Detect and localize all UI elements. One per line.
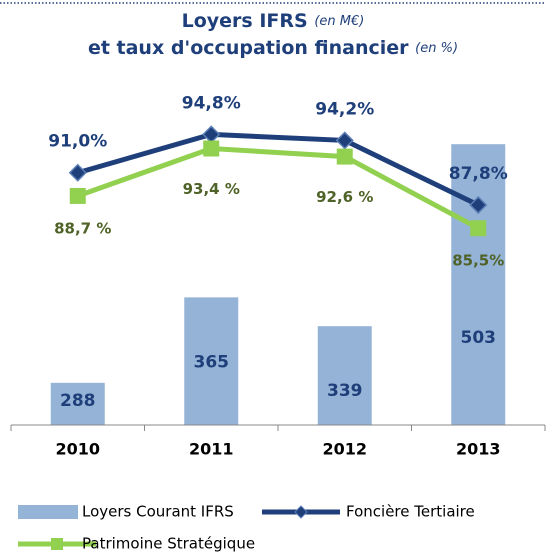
bar-value-label: 288 bbox=[60, 391, 96, 411]
bar bbox=[317, 326, 372, 425]
line-value-label: 94,8% bbox=[182, 93, 241, 113]
legend-label: Loyers Courant IFRS bbox=[82, 503, 234, 521]
line bbox=[77, 131, 480, 208]
x-tick-label: 2011 bbox=[189, 440, 234, 459]
bar bbox=[50, 382, 105, 425]
title-line: et taux d'occupation financier bbox=[88, 37, 409, 59]
x-tick-label: 2013 bbox=[456, 440, 501, 459]
line-marker bbox=[335, 131, 354, 150]
line bbox=[76, 145, 480, 231]
legend-marker bbox=[51, 538, 63, 550]
title-unit: (en M€) bbox=[314, 14, 364, 29]
line-marker bbox=[68, 163, 87, 182]
chart-title: Loyers IFRS (en M€) bbox=[182, 10, 365, 32]
line-marker bbox=[470, 220, 487, 237]
line-value-label: 85,5% bbox=[452, 252, 504, 270]
bar bbox=[451, 144, 506, 426]
x-tick-label: 2012 bbox=[322, 440, 367, 459]
title-unit: (en %) bbox=[415, 41, 458, 56]
bar-value-label: 365 bbox=[194, 352, 230, 372]
line-value-label: 87,8% bbox=[449, 164, 508, 184]
line-value-label: 93,4 % bbox=[183, 180, 240, 198]
line-value-label: 91,0% bbox=[48, 132, 107, 152]
line-marker bbox=[203, 140, 220, 157]
legend-label: Patrimoine Stratégique bbox=[82, 535, 255, 553]
bar-value-label: 339 bbox=[327, 381, 363, 401]
x-tick-label: 2010 bbox=[55, 440, 100, 459]
line-marker bbox=[469, 195, 488, 215]
line-value-label: 92,6 % bbox=[316, 188, 373, 206]
title-line: Loyers IFRS bbox=[182, 10, 308, 32]
chart-title: et taux d'occupation financier (en %) bbox=[88, 37, 458, 59]
line-marker bbox=[202, 125, 221, 144]
line-value-label: 88,7 % bbox=[54, 219, 111, 237]
bar-value-label: 503 bbox=[461, 328, 497, 348]
legend-swatch bbox=[18, 505, 78, 519]
line-value-label: 94,2% bbox=[315, 99, 374, 119]
legend-marker bbox=[294, 505, 308, 519]
bar bbox=[184, 297, 239, 425]
legend-label: Foncière Tertiaire bbox=[346, 503, 475, 521]
line-marker bbox=[69, 187, 86, 204]
line-marker bbox=[336, 148, 353, 165]
